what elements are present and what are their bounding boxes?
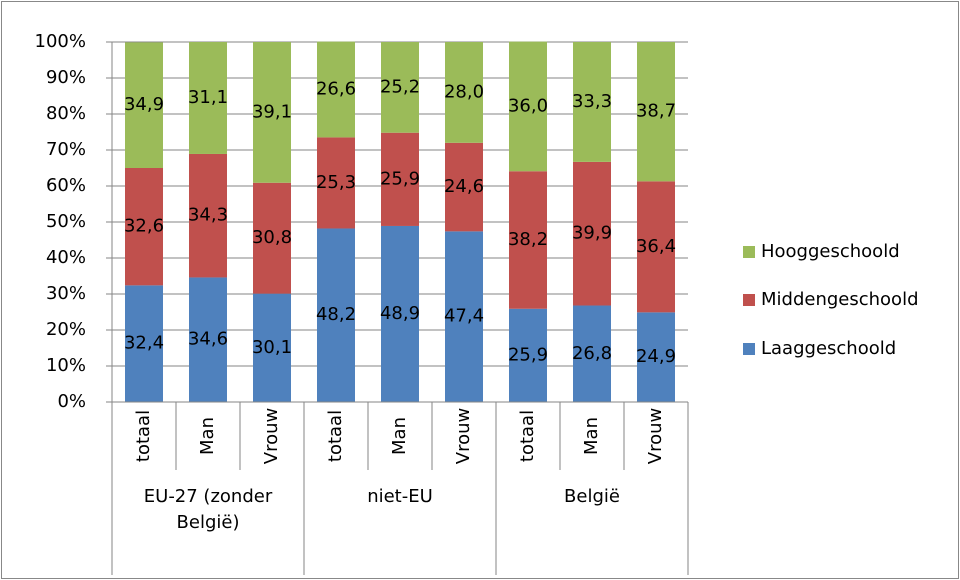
data-label: 25,9 (508, 344, 548, 365)
data-label: 38,2 (508, 229, 548, 250)
bar-segment (445, 142, 483, 232)
bar-segment (317, 137, 355, 229)
bar-segment (381, 132, 419, 226)
data-label: 28,0 (444, 81, 484, 102)
y-tick-label: 10% (46, 355, 86, 376)
data-label: 36,4 (636, 236, 676, 257)
x-tick-label: Vrouw (261, 408, 282, 464)
bar-segment (125, 168, 163, 286)
data-label: 32,6 (124, 216, 164, 237)
bar-segment (189, 153, 227, 278)
bar-segment (317, 228, 355, 402)
y-tick-label: 20% (46, 319, 86, 340)
legend-swatch (743, 246, 755, 258)
y-tick-label: 0% (57, 391, 86, 412)
data-label: 30,1 (252, 337, 292, 358)
bar-segment (445, 42, 483, 143)
y-tick-label: 60% (46, 175, 86, 196)
y-tick-label: 50% (46, 211, 86, 232)
bar-segment (573, 161, 611, 306)
data-label: 25,2 (380, 76, 420, 97)
data-label: 33,3 (572, 91, 612, 112)
y-tick-label: 100% (35, 31, 86, 52)
bar-segment (253, 293, 291, 402)
data-label: 31,1 (188, 87, 228, 108)
data-label: 26,6 (316, 79, 356, 100)
bar-segment (125, 42, 163, 168)
y-tick-label: 90% (46, 67, 86, 88)
data-label: 25,9 (380, 168, 420, 189)
legend-label: Middengeschoold (761, 289, 919, 310)
data-label: 32,4 (124, 333, 164, 354)
data-label: 26,8 (572, 343, 612, 364)
x-tick-label: Vrouw (645, 408, 666, 464)
bar-segment (381, 225, 419, 402)
data-label: 24,6 (444, 176, 484, 197)
group-label: EU-27 (zonder België) (143, 486, 273, 533)
x-tick-label: Man (581, 417, 602, 455)
bar-segment (189, 277, 227, 402)
bar-segment (445, 231, 483, 402)
data-label: 39,1 (252, 101, 292, 122)
data-label: 24,9 (636, 346, 676, 367)
bar-segment (637, 42, 675, 182)
data-label: 48,2 (316, 304, 356, 325)
bar-segment (573, 305, 611, 402)
x-tick-label: totaal (517, 410, 538, 462)
bar-segment (125, 285, 163, 402)
bar-segment (637, 181, 675, 313)
data-label: 30,8 (252, 227, 292, 248)
bar-segment (637, 312, 675, 402)
bar-segment (509, 308, 547, 402)
data-label: 36,0 (508, 95, 548, 116)
data-label: 25,3 (316, 172, 356, 193)
x-tick-label: Man (197, 417, 218, 455)
data-label: 34,6 (188, 329, 228, 350)
y-tick-label: 70% (46, 139, 86, 160)
bar-segment (253, 42, 291, 183)
bar-segment (509, 41, 547, 172)
data-label: 34,3 (188, 205, 228, 226)
group-label: niet-EU (367, 486, 433, 507)
legend-swatch (743, 294, 755, 306)
legend-swatch (743, 343, 755, 355)
bar-segment (253, 182, 291, 294)
bar-segment (317, 41, 355, 138)
data-label: 47,4 (444, 306, 484, 327)
x-tick-label: totaal (325, 410, 346, 462)
data-label: 38,7 (636, 101, 676, 122)
legend-label: Hooggeschoold (761, 241, 900, 262)
group-label: België (564, 486, 620, 507)
bar-segment (189, 42, 227, 154)
data-label: 39,9 (572, 223, 612, 244)
y-tick-label: 80% (46, 103, 86, 124)
bar-segment (509, 171, 547, 309)
x-tick-label: totaal (133, 410, 154, 462)
data-label: 34,9 (124, 94, 164, 115)
x-tick-label: Man (389, 417, 410, 455)
data-label: 48,9 (380, 303, 420, 324)
legend-label: Laaggeschoold (761, 338, 896, 359)
y-tick-label: 30% (46, 283, 86, 304)
x-tick-label: Vrouw (453, 408, 474, 464)
y-tick-label: 40% (46, 247, 86, 268)
bar-segment (381, 42, 419, 133)
bar-segment (573, 42, 611, 162)
